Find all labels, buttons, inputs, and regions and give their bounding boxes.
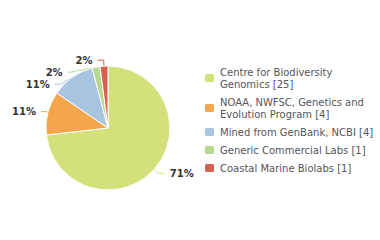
svg-text:Generic Commercial Labs [1]: Generic Commercial Labs [1] [220, 145, 366, 156]
svg-text:71%: 71% [170, 168, 194, 179]
svg-text:11%: 11% [26, 79, 50, 90]
svg-text:Centre for Biodiversity: Centre for Biodiversity [220, 67, 333, 78]
svg-text:2%: 2% [76, 55, 93, 66]
svg-text:2%: 2% [46, 67, 63, 78]
svg-text:Evolution Program [4]: Evolution Program [4] [220, 109, 329, 120]
svg-text:Mined from GenBank, NCBI [4]: Mined from GenBank, NCBI [4] [220, 127, 373, 138]
svg-text:11%: 11% [12, 106, 36, 117]
svg-text:Coastal Marine Biolabs [1]: Coastal Marine Biolabs [1] [220, 163, 351, 174]
svg-text:Genomics [25]: Genomics [25] [220, 79, 293, 90]
svg-text:NOAA, NWFSC, Genetics and: NOAA, NWFSC, Genetics and [220, 97, 364, 108]
